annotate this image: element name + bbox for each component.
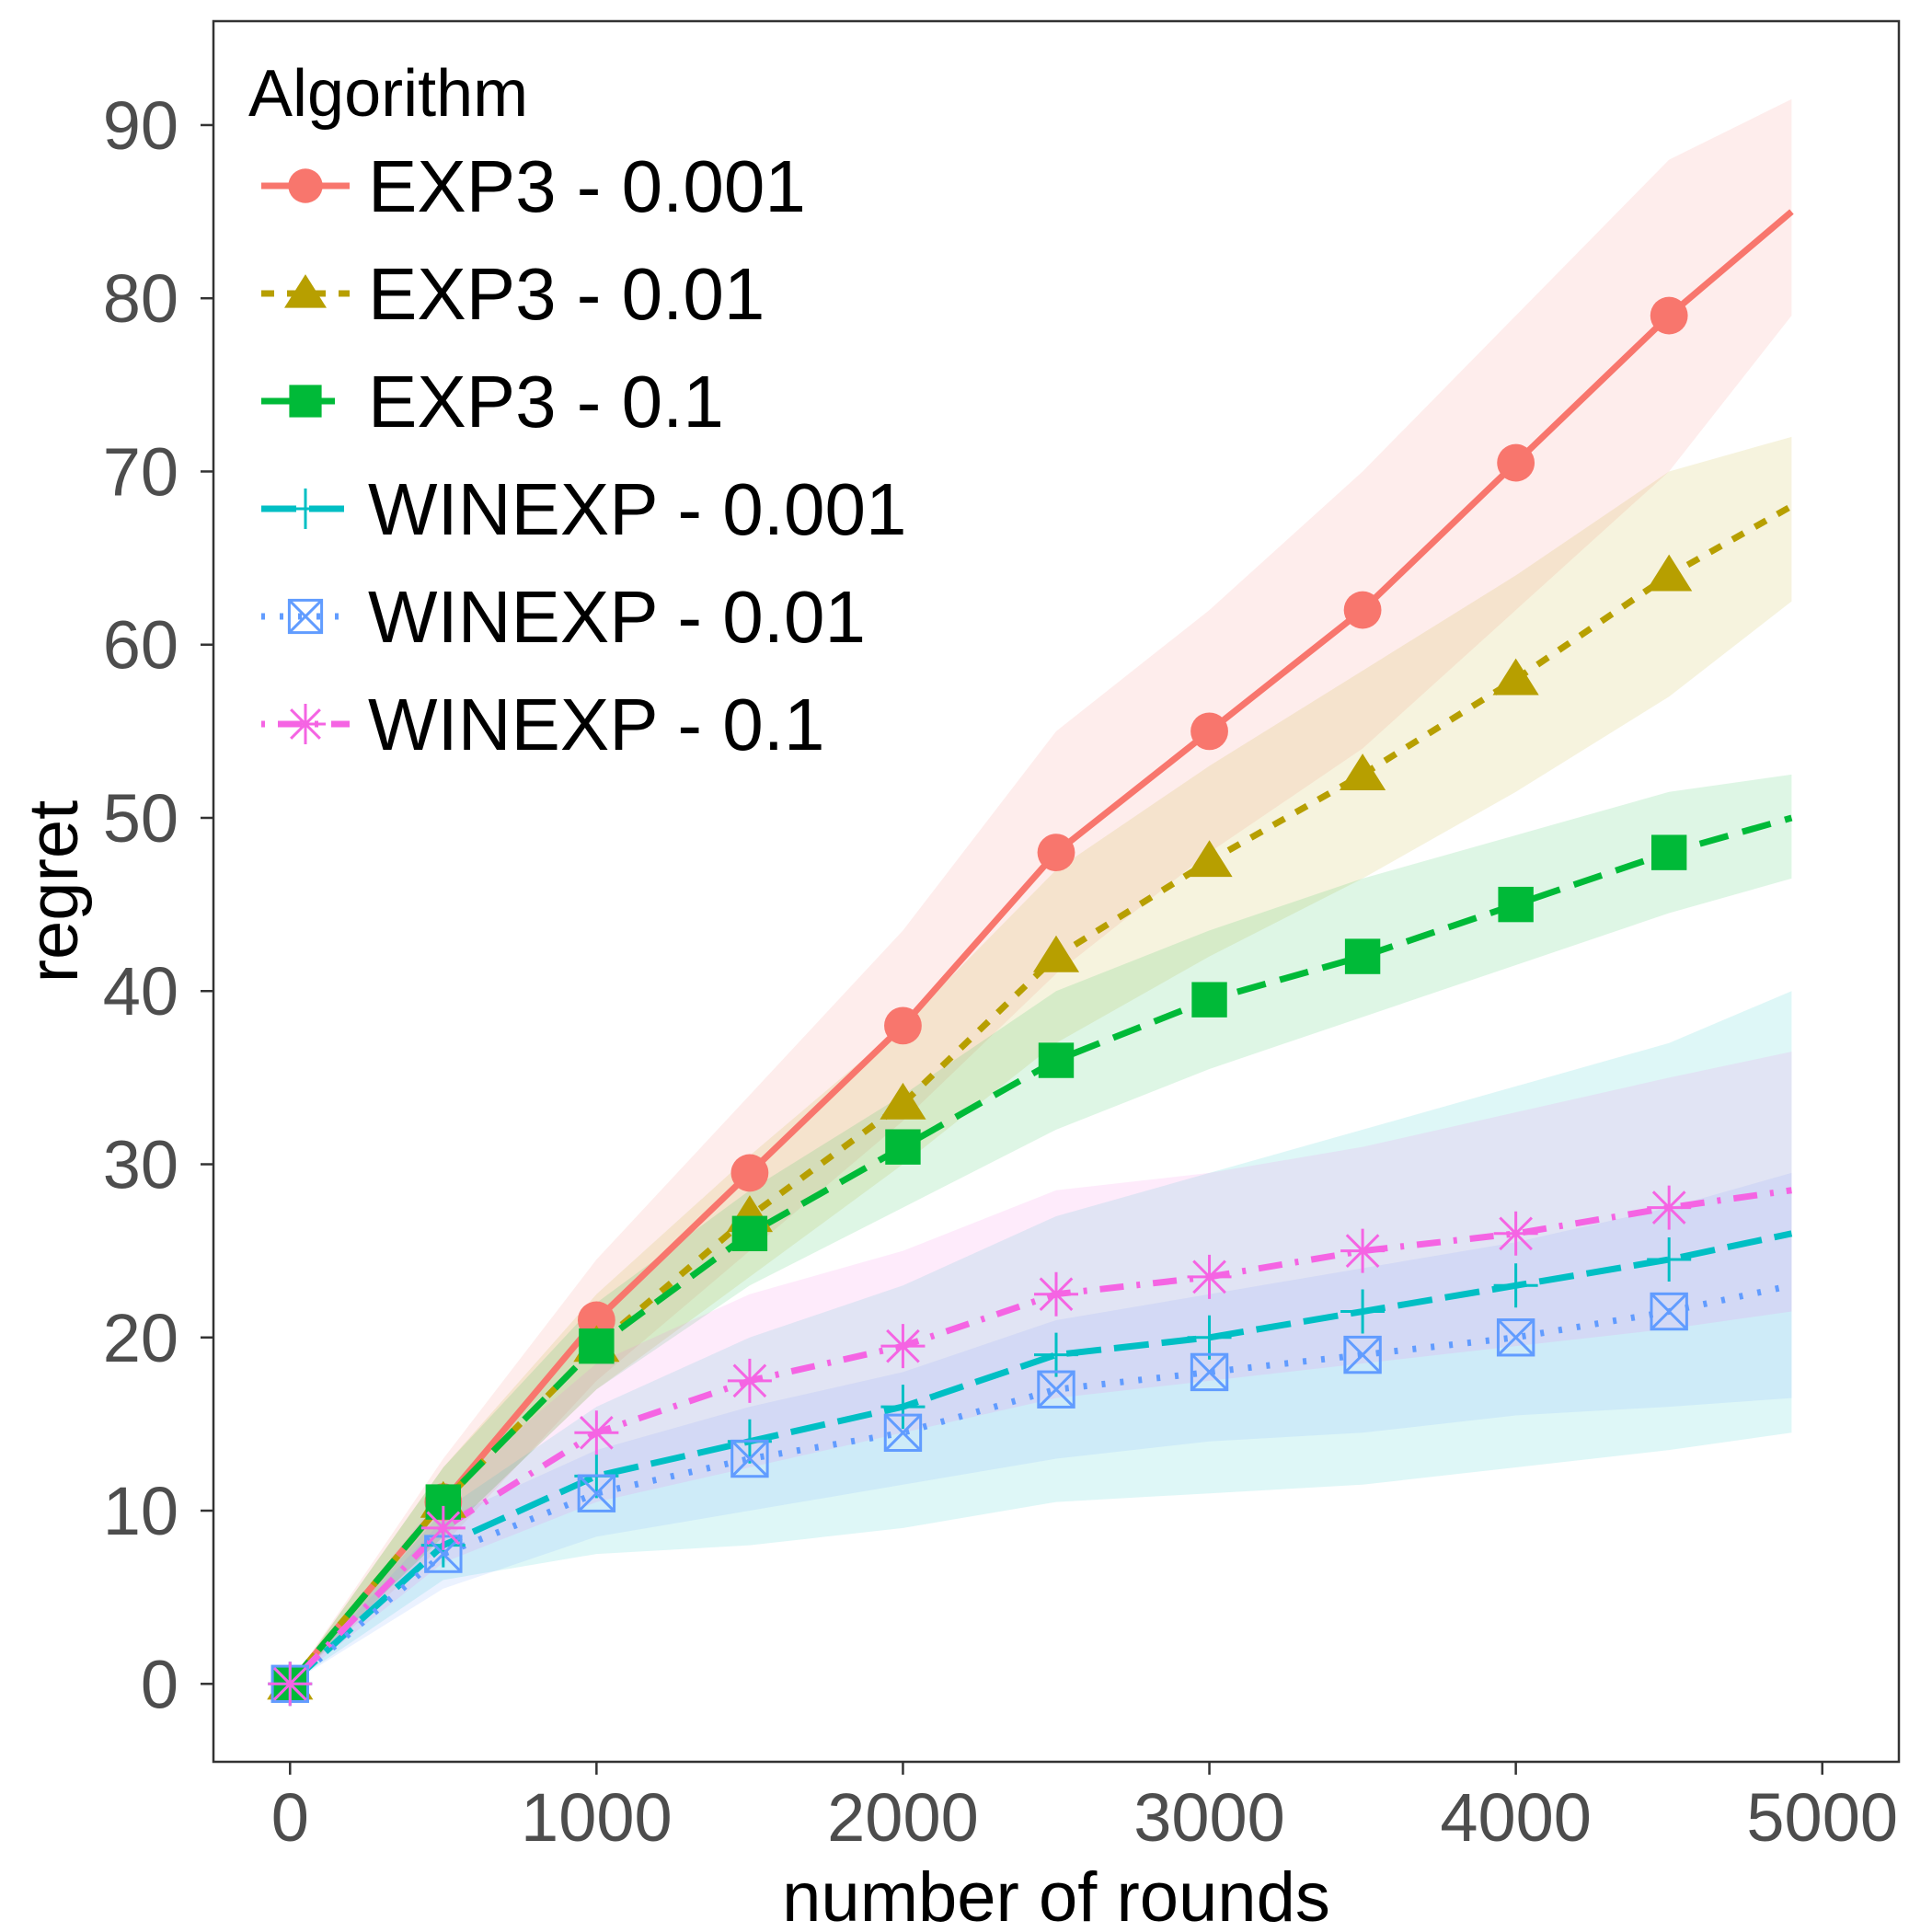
marker-winexp-0-01-3000 xyxy=(1190,1352,1229,1392)
legend-key-marker xyxy=(285,704,326,744)
legend-key-marker xyxy=(288,168,323,203)
legend: Algorithm EXP3 - 0.001 EXP3 - 0.01 EXP3 - … xyxy=(248,57,906,765)
y-tick-label: 70 xyxy=(103,433,178,510)
x-axis-title: number of rounds xyxy=(782,1858,1330,1932)
legend-item-winexp-0-001: WINEXP - 0.001 xyxy=(261,468,906,550)
series-markers xyxy=(267,296,1693,1707)
y-tick-label: 80 xyxy=(103,260,178,337)
marker-exp3-0-001-1500 xyxy=(730,1154,769,1192)
y-axis: 0 10 20 30 40 50 60 70 80 90 xyxy=(103,87,213,1722)
marker-winexp-0-01-1000 xyxy=(577,1474,616,1512)
marker-exp3-0-01-2000 xyxy=(880,1082,926,1120)
marker-winexp-0-01-2000 xyxy=(883,1413,923,1453)
marker-winexp-0-001-4000 xyxy=(1493,1263,1538,1308)
x-tick-label: 3000 xyxy=(1133,1779,1285,1856)
legend-label: WINEXP - 0.1 xyxy=(368,684,824,765)
marker-exp3-0-01-2500 xyxy=(1032,935,1080,972)
marker-winexp-0-1-2000 xyxy=(880,1324,926,1369)
y-axis-title: regret xyxy=(15,800,93,983)
marker-winexp-0-01-4000 xyxy=(1496,1318,1535,1357)
y-tick-label: 0 xyxy=(141,1646,178,1722)
marker-winexp-0-1-500 xyxy=(420,1505,466,1550)
x-axis: 0 1000 2000 3000 4000 5000 xyxy=(271,1762,1898,1856)
legend-label: EXP3 - 0.001 xyxy=(368,145,806,227)
legend-item-exp3-0-001: EXP3 - 0.001 xyxy=(261,145,806,227)
marker-exp3-0-01-3000 xyxy=(1186,840,1233,878)
legend-key-marker xyxy=(285,489,326,529)
marker-winexp-0-1-3500 xyxy=(1340,1228,1386,1273)
marker-winexp-0-001-3500 xyxy=(1340,1289,1386,1334)
legend-label: WINEXP - 0.001 xyxy=(368,468,906,550)
marker-exp3-0-1-3500 xyxy=(1344,938,1381,974)
marker-exp3-0-01-3500 xyxy=(1340,753,1386,791)
marker-winexp-0-001-3000 xyxy=(1187,1315,1232,1360)
marker-exp3-0-1-1000 xyxy=(579,1328,615,1364)
marker-winexp-0-01-2500 xyxy=(1037,1370,1075,1409)
x-tick-label: 2000 xyxy=(827,1779,979,1856)
marker-winexp-0-01-1500 xyxy=(730,1439,769,1478)
line-winexp-0-001 xyxy=(287,1230,1793,1686)
x-tick-label: 0 xyxy=(271,1779,309,1856)
marker-winexp-0-1-4500 xyxy=(1647,1185,1692,1230)
y-tick-label: 90 xyxy=(103,87,178,164)
legend-label: EXP3 - 0.1 xyxy=(368,361,724,443)
x-tick-label: 4000 xyxy=(1440,1779,1592,1856)
marker-winexp-0-1-0 xyxy=(268,1662,313,1707)
marker-winexp-0-01-4500 xyxy=(1650,1292,1688,1331)
y-tick-label: 20 xyxy=(103,1300,178,1376)
x-tick-label: 5000 xyxy=(1746,1779,1898,1856)
legend-title: Algorithm xyxy=(248,57,528,131)
marker-exp3-0-1-4000 xyxy=(1498,886,1534,923)
legend-item-exp3-0-1: EXP3 - 0.1 xyxy=(261,361,724,443)
legend-key-marker xyxy=(289,385,322,418)
marker-exp3-0-01-4500 xyxy=(1646,554,1693,592)
marker-winexp-0-001-4500 xyxy=(1647,1237,1692,1282)
marker-exp3-0-001-4000 xyxy=(1497,443,1535,482)
legend-label: WINEXP - 0.01 xyxy=(368,576,866,658)
marker-winexp-0-1-1500 xyxy=(727,1358,772,1403)
legend-item-winexp-0-1: WINEXP - 0.1 xyxy=(261,684,824,765)
legend-item-exp3-0-01: EXP3 - 0.01 xyxy=(261,253,765,335)
band-exp3-0-1 xyxy=(290,774,1792,1685)
marker-exp3-0-001-3500 xyxy=(1343,591,1382,629)
band-exp3-0-01 xyxy=(290,436,1792,1685)
band-winexp-0-1 xyxy=(290,1052,1792,1685)
band-winexp-0-001 xyxy=(290,991,1792,1685)
x-tick-label: 1000 xyxy=(521,1779,673,1856)
legend-key-marker xyxy=(284,274,327,308)
legend-label: EXP3 - 0.01 xyxy=(368,253,765,335)
marker-exp3-0-001-3000 xyxy=(1190,712,1228,751)
marker-exp3-0-1-1500 xyxy=(731,1215,768,1252)
marker-winexp-0-001-2000 xyxy=(880,1385,926,1430)
marker-exp3-0-1-3000 xyxy=(1191,982,1227,1018)
marker-winexp-0-001-2500 xyxy=(1034,1332,1078,1377)
y-tick-label: 40 xyxy=(103,953,178,1029)
marker-exp3-0-1-2500 xyxy=(1038,1042,1075,1078)
legend-item-winexp-0-01: WINEXP - 0.01 xyxy=(261,576,866,658)
marker-winexp-0-1-1000 xyxy=(574,1410,619,1455)
y-tick-label: 10 xyxy=(103,1473,178,1549)
marker-exp3-0-1-4500 xyxy=(1650,834,1687,870)
marker-exp3-0-001-4500 xyxy=(1650,296,1688,335)
plot-panel-border xyxy=(212,19,1901,1764)
marker-exp3-0-1-2000 xyxy=(885,1129,921,1165)
legend-key-marker xyxy=(287,598,324,635)
marker-winexp-0-1-3000 xyxy=(1187,1254,1232,1299)
y-tick-label: 50 xyxy=(103,780,178,857)
marker-exp3-0-001-2500 xyxy=(1037,834,1075,872)
marker-winexp-0-1-4000 xyxy=(1493,1211,1538,1256)
marker-winexp-0-1-2500 xyxy=(1034,1271,1078,1317)
marker-winexp-0-01-3500 xyxy=(1343,1335,1382,1374)
marker-exp3-0-01-4000 xyxy=(1492,658,1539,696)
y-tick-label: 30 xyxy=(103,1127,178,1203)
marker-exp3-0-001-2000 xyxy=(884,1006,922,1045)
y-tick-label: 60 xyxy=(103,607,178,684)
